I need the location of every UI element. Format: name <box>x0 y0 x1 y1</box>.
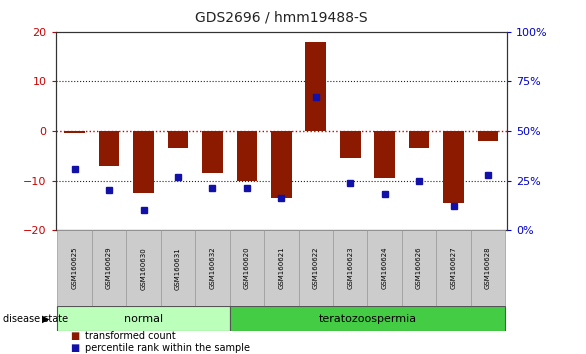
Bar <box>237 131 257 181</box>
Bar <box>126 230 161 306</box>
Bar <box>230 230 264 306</box>
Text: GSM160624: GSM160624 <box>381 247 387 290</box>
Bar <box>333 230 367 306</box>
Text: ▶: ▶ <box>42 314 50 324</box>
Text: GSM160630: GSM160630 <box>141 247 146 290</box>
Text: ■: ■ <box>70 331 80 341</box>
Text: disease state: disease state <box>3 314 68 324</box>
Bar <box>64 131 85 133</box>
Text: GDS2696 / hmm19488-S: GDS2696 / hmm19488-S <box>195 11 367 25</box>
Bar <box>374 131 395 178</box>
Bar <box>57 306 230 331</box>
Text: GSM160629: GSM160629 <box>106 247 112 290</box>
Bar <box>57 230 92 306</box>
Bar <box>402 230 437 306</box>
Bar <box>478 131 498 141</box>
Bar <box>168 131 188 148</box>
Text: GSM160621: GSM160621 <box>278 247 284 290</box>
Bar <box>305 42 326 131</box>
Text: transformed count: transformed count <box>85 331 176 341</box>
Bar <box>264 230 298 306</box>
Text: teratozoospermia: teratozoospermia <box>318 314 417 324</box>
Bar <box>195 230 230 306</box>
Text: GSM160632: GSM160632 <box>209 247 216 290</box>
Text: GSM160627: GSM160627 <box>451 247 456 290</box>
Bar <box>443 131 464 203</box>
Text: GSM160625: GSM160625 <box>71 247 77 290</box>
Bar <box>298 230 333 306</box>
Bar <box>161 230 195 306</box>
Text: GSM160623: GSM160623 <box>347 247 353 290</box>
Bar <box>202 131 223 173</box>
Text: GSM160626: GSM160626 <box>416 247 422 290</box>
Text: percentile rank within the sample: percentile rank within the sample <box>85 343 250 353</box>
Bar <box>367 230 402 306</box>
Bar <box>437 230 471 306</box>
Text: GSM160631: GSM160631 <box>175 247 181 290</box>
Bar <box>408 131 430 148</box>
Bar <box>92 230 126 306</box>
Text: GSM160622: GSM160622 <box>313 247 319 290</box>
Bar <box>133 131 154 193</box>
Text: GSM160628: GSM160628 <box>485 247 491 290</box>
Bar <box>271 131 292 198</box>
Text: normal: normal <box>124 314 163 324</box>
Bar <box>98 131 120 166</box>
Text: ■: ■ <box>70 343 80 353</box>
Bar <box>230 306 505 331</box>
Bar <box>340 131 360 158</box>
Text: GSM160620: GSM160620 <box>244 247 250 290</box>
Bar <box>471 230 505 306</box>
